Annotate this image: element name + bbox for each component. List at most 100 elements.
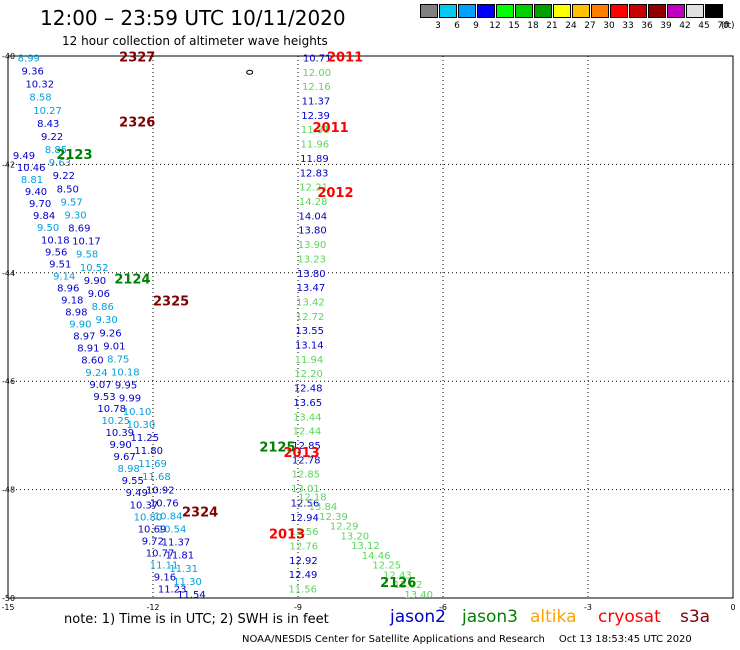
swh-value: 9.51 (49, 259, 71, 270)
colorbar-label: 21 (546, 21, 558, 31)
swh-value: 10.76 (150, 498, 179, 509)
swh-value: 11.81 (165, 551, 194, 562)
swh-value: 11.31 (169, 564, 198, 575)
swh-value: 10.30 (127, 420, 156, 431)
pass-number-label: 2324 (182, 506, 218, 521)
swh-value: 11.56 (288, 585, 317, 596)
swh-value: 12.94 (290, 513, 319, 524)
credit-line: NOAA/NESDIS Center for Satellite Applica… (242, 634, 692, 645)
swh-value: 9.49 (126, 488, 148, 499)
swh-value: 9.50 (37, 223, 59, 234)
pass-number-label: 2126 (380, 576, 416, 591)
swh-value: 8.50 (57, 184, 79, 195)
swh-value: 8.97 (73, 332, 95, 343)
swh-value: 11.37 (162, 538, 191, 549)
lat-tick-label: -42 (2, 160, 15, 169)
colorbar-label: 30 (603, 21, 615, 31)
swh-value: 12.76 (290, 542, 319, 553)
lat-tick-label: -48 (2, 486, 15, 495)
colorbar-swatch (629, 4, 647, 18)
island-marker (246, 69, 254, 75)
map-frame (7, 55, 734, 599)
swh-value: 9.06 (88, 289, 110, 300)
pass-number-label: 2011 (327, 50, 363, 65)
swh-value: 11.96 (300, 140, 329, 151)
colorbar-swatch (496, 4, 514, 18)
colorbar-label: 6 (454, 21, 460, 31)
swh-value: 13.55 (295, 326, 324, 337)
swh-value: 10.10 (123, 407, 152, 418)
pass-number-label: 2013 (284, 446, 320, 461)
colorbar-label: 18 (527, 21, 539, 31)
swh-value: 14.46 (362, 551, 391, 562)
colorbar-swatch (610, 4, 628, 18)
lat-tick-label: -40 (2, 52, 15, 61)
swh-value: 11.54 (177, 590, 206, 601)
colorbar-label: 70 (717, 21, 729, 31)
colorbar-swatch (572, 4, 590, 18)
legend-s3a: s3a (680, 607, 711, 627)
swh-value: 9.58 (76, 250, 98, 261)
swh-value: 9.22 (41, 132, 63, 143)
colorbar-swatch (667, 4, 685, 18)
swh-value: 12.72 (296, 312, 325, 323)
swh-value: 13.14 (295, 341, 324, 352)
swh-value: 8.99 (18, 53, 40, 64)
lat-tick-label: -50 (2, 594, 15, 603)
swh-value: 11.68 (142, 472, 171, 483)
swh-value: 9.30 (95, 315, 117, 326)
swh-value: 12.92 (289, 556, 318, 567)
swh-value: 12.39 (319, 512, 348, 523)
swh-value: 12.56 (291, 498, 320, 509)
swh-value: 12.92 (394, 580, 423, 591)
swh-value: 9.53 (93, 392, 115, 403)
swh-value: 9.70 (29, 199, 51, 210)
swh-value: 10.18 (111, 368, 140, 379)
lon-tick-label: 0 (730, 603, 735, 612)
swh-value: 9.01 (103, 341, 125, 352)
lon-tick-label: -12 (146, 603, 159, 612)
swh-value: 11.25 (130, 433, 159, 444)
colorbar-label: 39 (660, 21, 672, 31)
colorbar-swatch (648, 4, 666, 18)
swh-value: 10.27 (33, 106, 62, 117)
swh-value: 12.29 (330, 522, 359, 533)
legend-jason2: jason2 (390, 607, 446, 627)
swh-value: 11.94 (295, 355, 324, 366)
lon-tick-label: -6 (439, 603, 447, 612)
swh-value: 9.49 (13, 151, 35, 162)
swh-value: 12.78 (292, 455, 321, 466)
swh-value: 9.57 (60, 197, 82, 208)
pass-number-label: 2325 (153, 294, 189, 309)
swh-value: 9.07 (89, 380, 111, 391)
swh-value: 9.26 (99, 328, 121, 339)
colorbar-label: 42 (679, 21, 691, 31)
swh-value: 13.65 (293, 398, 322, 409)
pass-number-label: 2012 (317, 186, 353, 201)
colorbar-swatch (705, 4, 723, 18)
swh-value: 8.81 (21, 175, 43, 186)
swh-value: 12.00 (302, 68, 331, 79)
swh-value: 10.17 (72, 237, 101, 248)
swh-value: 11.11 (150, 560, 179, 571)
swh-value: 8.58 (29, 93, 51, 104)
swh-value: 12.21 (299, 183, 328, 194)
swh-value: 9.16 (154, 573, 176, 584)
swh-value: 10.37 (130, 500, 159, 511)
colorbar-label: 15 (508, 21, 520, 31)
swh-value: 12.49 (289, 570, 318, 581)
swh-value: 10.32 (25, 80, 54, 91)
swh-value: 9.72 (142, 536, 164, 547)
swh-value: 10.71 (303, 53, 332, 64)
swh-value: 12.25 (372, 561, 401, 572)
lat-tick-label: -44 (2, 269, 15, 278)
swh-value: 13.01 (291, 484, 320, 495)
colorbar-swatch (534, 4, 552, 18)
swh-value: 12.44 (293, 427, 322, 438)
swh-value: 8.98 (118, 464, 140, 475)
colorbar-label: 24 (565, 21, 577, 31)
swh-value: 9.67 (114, 452, 136, 463)
swh-value: 8.43 (37, 119, 59, 130)
colorbar-unit: (ft) (721, 21, 735, 31)
swh-value: 10.39 (105, 428, 134, 439)
